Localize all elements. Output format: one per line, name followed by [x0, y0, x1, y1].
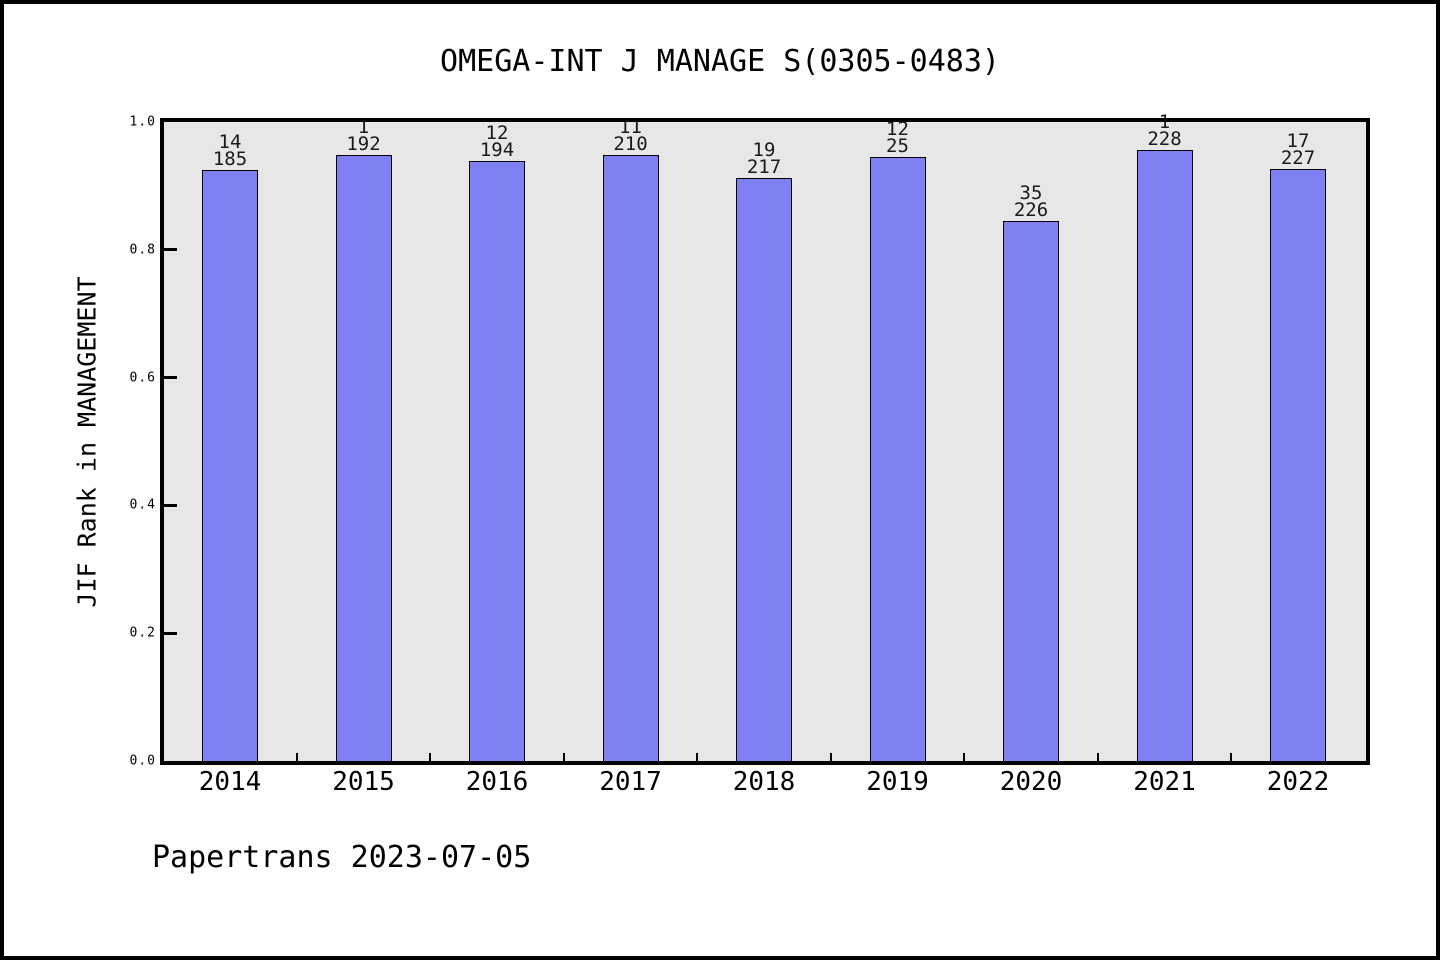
- minor-x-tick: [429, 753, 432, 761]
- x-tick-label-2016: 2016: [465, 767, 529, 797]
- bar-label-total: 25: [886, 135, 909, 157]
- bar-label-2021: 1 228: [1147, 111, 1182, 150]
- bar-label-2017: 11 210: [613, 116, 648, 155]
- y-tick-label-0.0: 0.0: [129, 753, 156, 769]
- x-tick-label-2021: 2021: [1133, 767, 1196, 797]
- bar-2018: [736, 178, 792, 761]
- bar-2014: [202, 170, 258, 761]
- y-tick-label-0.8: 0.8: [129, 242, 156, 258]
- bar-label-2020: 35 226: [1013, 182, 1049, 221]
- bar-2017: [602, 155, 659, 761]
- bar-label-2015: 1 192: [346, 116, 381, 155]
- y-tick-label-0.2: 0.2: [129, 625, 156, 641]
- footer-watermark: Papertrans 2023-07-05: [152, 840, 532, 875]
- bar-label-2016: 12 194: [479, 122, 515, 161]
- bar-label-rank: 19: [752, 139, 776, 161]
- y-tick-mark-0.4: [164, 503, 177, 507]
- bar-label-rank: 12: [886, 118, 909, 140]
- x-tick-label-2015: 2015: [332, 767, 395, 797]
- x-tick-label-2020: 2020: [999, 767, 1063, 797]
- x-tick-label-2022: 2022: [1266, 767, 1330, 797]
- bar-label-total: 185: [212, 148, 248, 170]
- bar-label-total: 192: [346, 133, 381, 155]
- bar-2015: [335, 155, 392, 761]
- bar-label-rank: 12: [485, 122, 509, 144]
- bar-label-rank: 35: [1019, 182, 1043, 204]
- bar-label-total: 194: [479, 139, 515, 161]
- bar-2020: [1003, 221, 1059, 761]
- bar-label-rank: 1: [1158, 111, 1171, 133]
- bar-label-rank: 1: [357, 116, 370, 138]
- minor-x-tick: [1096, 753, 1099, 761]
- minor-x-tick: [963, 753, 966, 761]
- bar-label-total: 227: [1280, 147, 1316, 169]
- x-tick-label-2019: 2019: [866, 767, 929, 797]
- bar-2016: [469, 161, 525, 761]
- bar-label-rank: 17: [1286, 130, 1310, 152]
- y-axis-label: JIF Rank in MANAGEMENT: [72, 276, 102, 608]
- bar-label-2014: 14 185: [212, 131, 248, 170]
- chart-title: OMEGA-INT J MANAGE S(0305-0483): [440, 44, 1000, 79]
- y-tick-label-1.0: 1.0: [129, 114, 156, 130]
- y-tick-label-0.4: 0.4: [129, 497, 156, 513]
- minor-x-tick: [562, 753, 565, 761]
- y-tick-label-0.6: 0.6: [129, 370, 156, 386]
- bar-2019: [869, 157, 926, 761]
- bar-label-rank: 14: [218, 131, 242, 153]
- bar-label-2022: 17 227: [1280, 130, 1316, 169]
- y-tick-mark-0.6: [164, 376, 177, 380]
- minor-x-tick: [696, 753, 699, 761]
- minor-x-tick: [829, 753, 832, 761]
- bar-label-rank: 11: [619, 116, 642, 138]
- bar-2021: [1136, 150, 1193, 761]
- x-tick-label-2014: 2014: [198, 767, 262, 797]
- minor-x-tick: [1230, 753, 1233, 761]
- bar-label-2019: 12 25: [886, 118, 909, 157]
- y-tick-mark-0.8: [164, 248, 177, 252]
- bar-label-total: 226: [1013, 199, 1049, 221]
- bar-label-total: 228: [1147, 128, 1182, 150]
- bar-label-total: 217: [746, 156, 782, 178]
- bar-label-total: 210: [613, 133, 648, 155]
- x-tick-label-2018: 2018: [732, 767, 796, 797]
- bar-label-2018: 19 217: [746, 139, 782, 178]
- x-tick-label-2017: 2017: [599, 767, 662, 797]
- y-tick-mark-0.2: [164, 631, 177, 635]
- bar-2022: [1270, 169, 1326, 761]
- minor-x-tick: [295, 753, 298, 761]
- plot-area: 14 185 2014 1 192 2015 12 194 2016 11 210 2017 19 217…: [164, 113, 1366, 797]
